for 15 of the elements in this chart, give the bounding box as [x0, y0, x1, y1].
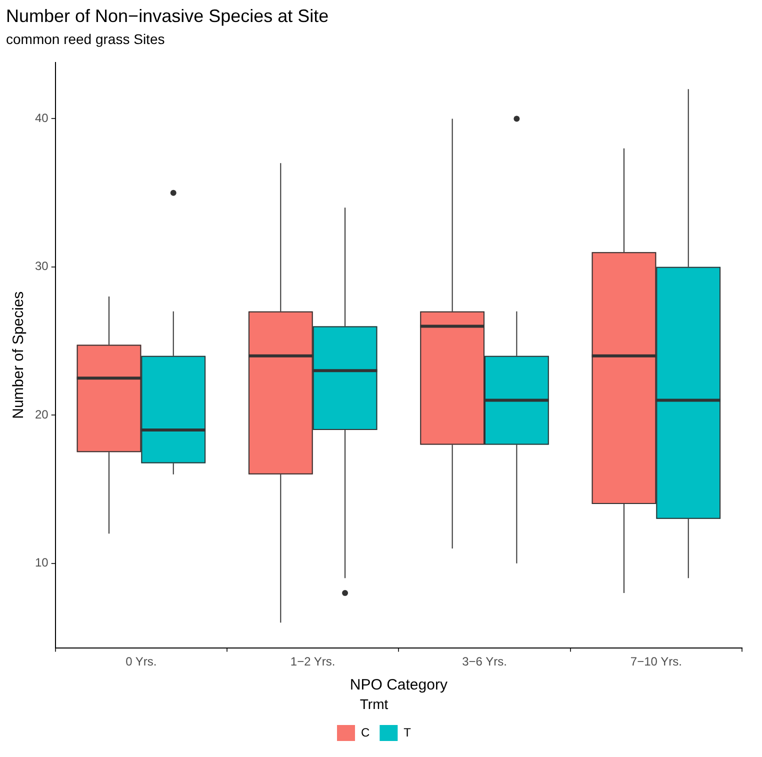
chart-subtitle: common reed grass Sites	[6, 30, 165, 47]
legend-label: T	[404, 725, 412, 740]
legend-label: C	[361, 725, 370, 740]
y-tick-label: 20	[34, 407, 49, 422]
y-axis-title: Number of Species	[10, 291, 28, 419]
y-tick-label: 30	[34, 259, 49, 274]
x-axis-title: NPO Category	[350, 676, 448, 694]
x-tick-label: 0 Yrs.	[126, 654, 157, 668]
x-tick-label: 7−10 Yrs.	[630, 654, 682, 668]
y-tick-label: 10	[34, 556, 49, 570]
legend-title: Trmt	[360, 696, 388, 712]
x-tick-label: 3−6 Yrs.	[462, 654, 507, 668]
y-tick-label: 40	[34, 111, 49, 126]
chart-title: Number of Non−invasive Species at Site	[6, 6, 329, 26]
x-tick-label: 1−2 Yrs.	[290, 654, 336, 668]
